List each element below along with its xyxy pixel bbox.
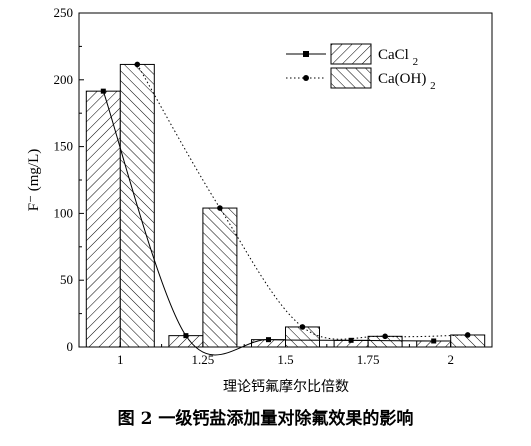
x-tick-label: 1.25 [192, 352, 215, 367]
legend-label-cacl2: CaCl 2 [378, 47, 418, 68]
point-cacl2 [348, 337, 354, 343]
point-caoh2 [134, 61, 141, 68]
legend-label-caoh2: Ca(OH) 2 [378, 71, 436, 92]
point-cacl2 [431, 338, 437, 344]
point-caoh2 [382, 333, 388, 340]
point-cacl2 [100, 88, 106, 94]
legend-swatch-caoh2 [330, 67, 372, 89]
x-tick-label: 1.75 [357, 352, 380, 367]
point-caoh2 [464, 332, 471, 338]
curve-caoh2 [136, 64, 468, 340]
legend-marker-caoh2 [303, 75, 309, 81]
legend: CaCl 2 Ca(OH) 2 [286, 43, 436, 92]
legend-marker-cacl2 [303, 51, 309, 57]
x-axis-label: 理论钙氟摩尔比倍数 [223, 378, 349, 395]
y-tick-label: 200 [54, 72, 74, 87]
legend-swatch-cacl2 [330, 43, 372, 65]
point-cacl2 [183, 333, 189, 339]
x-tick-label: 1 [117, 352, 124, 367]
y-tick-label: 100 [54, 205, 74, 220]
point-caoh2 [217, 205, 223, 211]
figure-caption: 图 2 一级钙盐添加量对除氟效果的影响 [117, 409, 414, 429]
legend-entry-cacl2: CaCl 2 [286, 43, 418, 68]
point-cacl2 [266, 337, 271, 343]
bar-cacl2 [85, 90, 121, 348]
y-tick-label: 0 [67, 339, 74, 354]
legend-entry-caoh2: Ca(OH) 2 [286, 67, 436, 92]
x-tick-label: 2 [447, 352, 454, 367]
y-tick-label: 50 [60, 272, 73, 287]
y-tick-label: 250 [54, 5, 74, 20]
bar-caoh2 [285, 326, 320, 348]
point-caoh2 [299, 324, 306, 330]
y-axis-label: F⁻ (mg/L) [26, 149, 42, 212]
bar-caoh2 [202, 207, 238, 348]
y-tick-label: 150 [54, 139, 74, 154]
x-tick-label: 1.5 [277, 352, 293, 367]
bars-group [85, 63, 486, 348]
x-axis: 1 1.25 1.5 1.75 2 [78, 342, 493, 367]
y-axis: 0 50 100 150 200 250 [54, 5, 84, 354]
trend-curves [100, 61, 471, 356]
